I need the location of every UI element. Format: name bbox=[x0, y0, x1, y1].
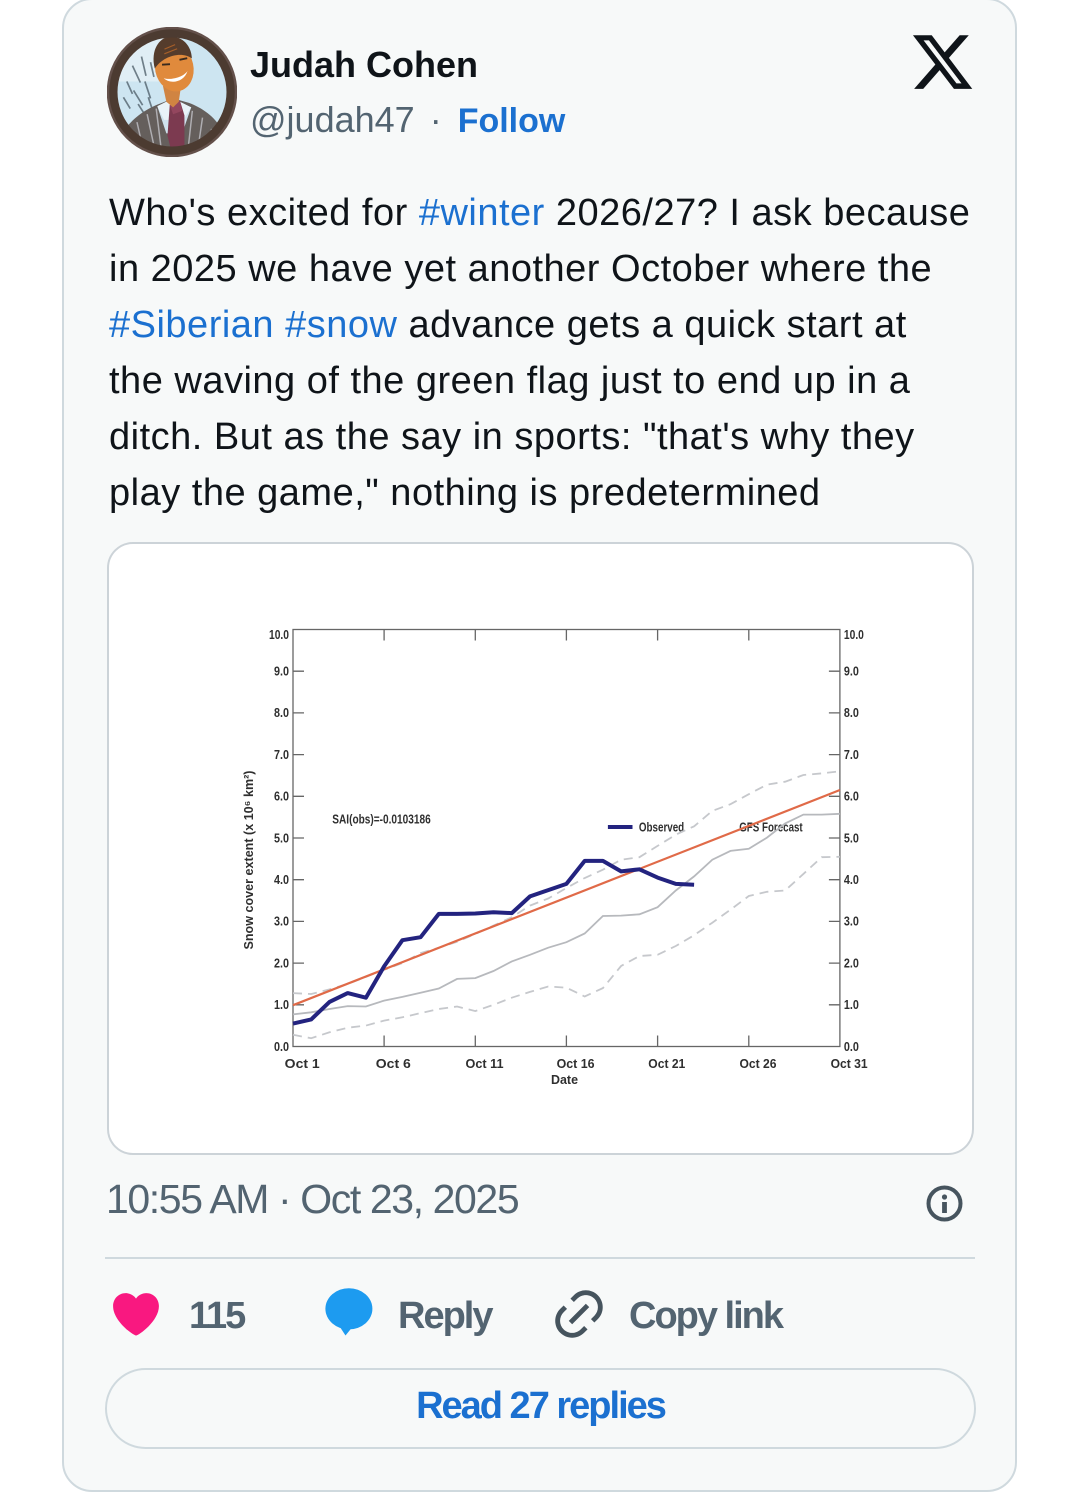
svg-text:8.0: 8.0 bbox=[844, 705, 859, 720]
svg-text:6.0: 6.0 bbox=[274, 789, 289, 804]
svg-text:7.0: 7.0 bbox=[274, 747, 289, 762]
svg-text:5.0: 5.0 bbox=[274, 830, 289, 845]
svg-text:Date: Date bbox=[551, 1072, 578, 1087]
svg-text:Oct 26: Oct 26 bbox=[740, 1056, 777, 1071]
svg-text:Oct 6: Oct 6 bbox=[376, 1056, 411, 1071]
svg-text:7.0: 7.0 bbox=[844, 747, 859, 762]
svg-text:SAI(obs)=-0.0103186: SAI(obs)=-0.0103186 bbox=[332, 812, 430, 827]
svg-text:6.0: 6.0 bbox=[844, 789, 859, 804]
svg-text:0.0: 0.0 bbox=[274, 1039, 289, 1054]
svg-text:10.0: 10.0 bbox=[844, 627, 864, 642]
svg-text:Snow cover extent (x 10⁶ km²): Snow cover extent (x 10⁶ km²) bbox=[242, 771, 256, 950]
svg-text:Observed: Observed bbox=[639, 820, 684, 835]
svg-text:1.0: 1.0 bbox=[844, 997, 859, 1012]
svg-text:1.0: 1.0 bbox=[274, 997, 289, 1012]
svg-text:5.0: 5.0 bbox=[844, 830, 859, 845]
svg-text:Oct 1: Oct 1 bbox=[285, 1056, 320, 1071]
svg-text:2.0: 2.0 bbox=[274, 955, 289, 970]
svg-text:Oct 31: Oct 31 bbox=[831, 1056, 868, 1071]
svg-text:4.0: 4.0 bbox=[844, 872, 859, 887]
svg-text:0.0: 0.0 bbox=[844, 1039, 859, 1054]
svg-text:Oct 21: Oct 21 bbox=[648, 1056, 685, 1071]
svg-text:9.0: 9.0 bbox=[844, 664, 859, 679]
svg-text:3.0: 3.0 bbox=[274, 914, 289, 929]
svg-text:4.0: 4.0 bbox=[274, 872, 289, 887]
svg-text:Oct 16: Oct 16 bbox=[557, 1056, 595, 1071]
svg-text:10.0: 10.0 bbox=[269, 627, 289, 642]
svg-text:Oct 11: Oct 11 bbox=[466, 1056, 504, 1071]
svg-text:3.0: 3.0 bbox=[844, 914, 859, 929]
svg-text:9.0: 9.0 bbox=[274, 664, 289, 679]
svg-text:8.0: 8.0 bbox=[274, 705, 289, 720]
svg-text:2.0: 2.0 bbox=[844, 955, 859, 970]
